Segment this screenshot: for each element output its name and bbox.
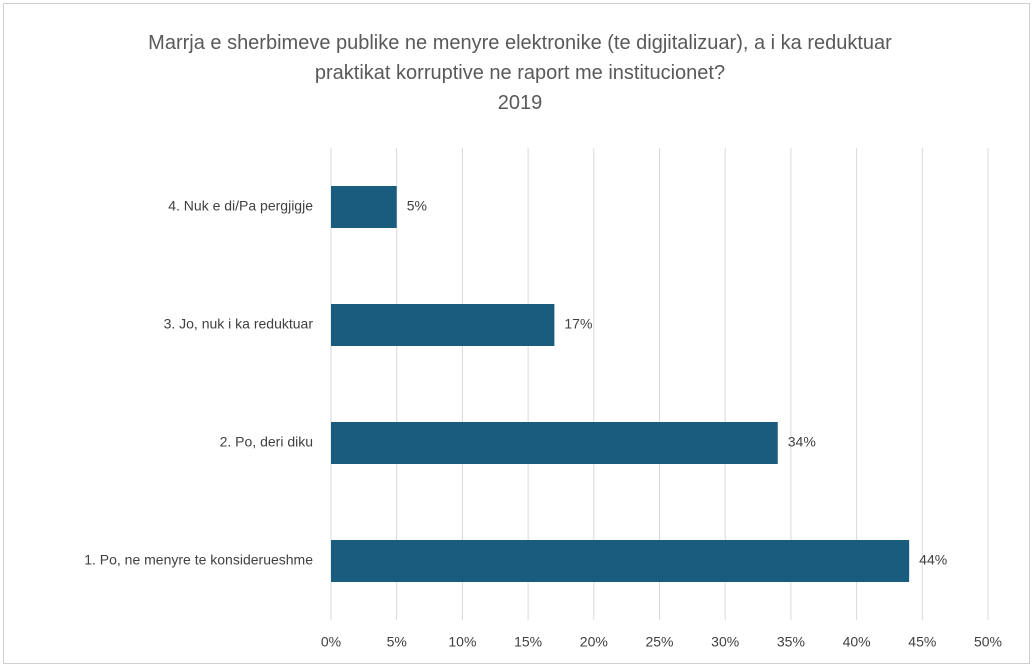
data-label: 5% (407, 198, 427, 214)
x-tick-label: 0% (321, 634, 341, 650)
chart-border (3, 3, 1030, 664)
x-tick-label: 40% (843, 634, 871, 650)
chart-subtitle: 2019 (497, 92, 543, 114)
bar (331, 304, 555, 346)
chart-title: Marrja e sherbimeve publike ne menyre el… (148, 32, 892, 84)
x-tick-label: 30% (711, 634, 739, 650)
x-tick-label: 50% (974, 634, 1002, 650)
y-tick-label: 1. Po, ne menyre te konsiderueshme (84, 552, 313, 568)
x-tick-label: 20% (580, 634, 608, 650)
bar (331, 186, 397, 228)
data-label: 34% (788, 434, 816, 450)
x-tick-label: 5% (387, 634, 407, 650)
x-tick-label: 35% (777, 634, 805, 650)
chart-title-block: Marrja e sherbimeve publike ne menyre el… (110, 28, 930, 118)
data-label: 17% (564, 316, 592, 332)
x-tick-label: 45% (908, 634, 936, 650)
bar (331, 540, 910, 582)
x-tick-label: 15% (514, 634, 542, 650)
y-tick-label: 2. Po, deri diku (220, 434, 313, 450)
y-tick-label: 4. Nuk e di/Pa pergjigje (168, 198, 313, 214)
x-tick-label: 25% (645, 634, 673, 650)
x-tick-label: 10% (448, 634, 476, 650)
data-label: 44% (919, 552, 947, 568)
y-tick-label: 3. Jo, nuk i ka reduktuar (164, 316, 314, 332)
bar (331, 422, 778, 464)
